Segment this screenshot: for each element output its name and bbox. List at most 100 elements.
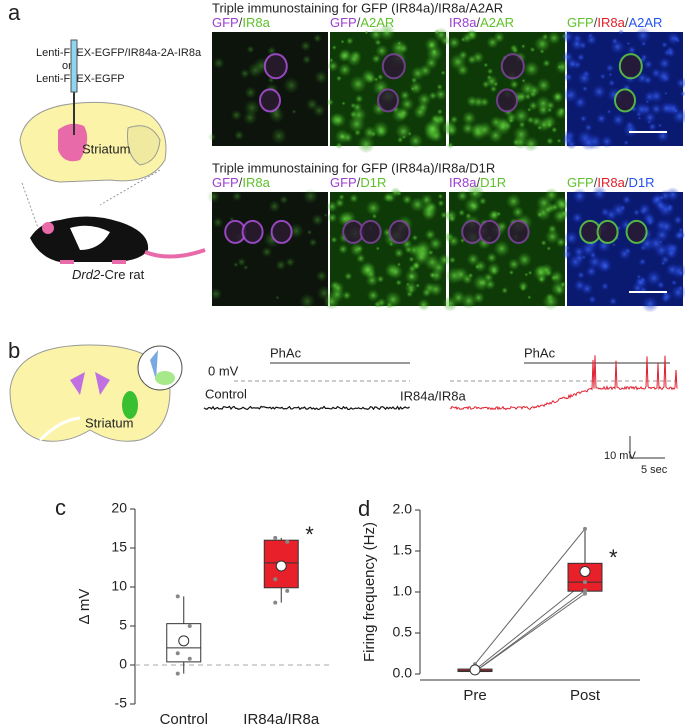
texture [461,121,475,135]
texture [305,97,319,111]
texture [645,269,663,288]
texture [369,27,383,42]
drug-label: PhAc [524,345,556,360]
cell [596,219,619,244]
texture [509,79,519,90]
texture [430,48,438,56]
texture [513,107,530,125]
texture [404,245,413,254]
texture [445,123,459,137]
texture [268,200,281,213]
texture [344,272,353,281]
texture [442,295,459,312]
texture [314,70,328,85]
panel-letter: a [8,0,21,25]
texture [358,261,376,279]
texture [607,78,616,87]
texture [393,247,405,259]
texture [591,83,607,100]
texture [542,59,551,68]
cell [496,88,518,113]
micrograph [560,26,685,151]
texture [377,73,384,81]
label-part: / [357,15,361,30]
texture [456,189,469,202]
texture [670,284,685,301]
texture [458,209,466,217]
label-part: A2AR [480,15,514,30]
texture [337,244,349,255]
texture [410,86,416,92]
texture [302,188,319,205]
texture [397,107,410,119]
label-part: GFP [212,175,239,190]
y-tick-label: 1.5 [393,542,413,558]
texture [417,298,430,311]
texture [599,206,611,218]
texture [362,125,377,140]
texture [653,198,667,212]
texture [639,276,647,284]
data-point [175,671,180,676]
rat [30,216,206,264]
texture [478,197,487,206]
texture [434,88,447,101]
texture [643,59,654,70]
texture [642,74,654,86]
texture [555,236,567,248]
texture [428,236,443,251]
zero-label: 0 mV [208,363,239,378]
texture [349,193,359,204]
control-trace [203,405,410,411]
texture [375,44,389,58]
texture [327,212,338,223]
texture [270,127,288,145]
texture [302,54,312,65]
texture [550,126,558,134]
cell [618,53,643,80]
texture [352,102,363,113]
texture [606,109,612,115]
texture [658,218,675,235]
label-part: IR8a [242,175,270,190]
texture [542,292,560,311]
texture [611,112,626,128]
cell [263,53,288,80]
texture [600,134,614,149]
cell [614,88,636,113]
texture [396,136,404,144]
texture [539,277,544,282]
texture [446,141,454,149]
data-point [583,588,587,593]
label-part: D1R [628,175,654,190]
texture [493,31,506,44]
texture [672,107,679,114]
texture [261,246,273,258]
label-part: GFP [330,15,357,30]
texture [375,246,381,251]
mean [469,664,481,676]
paired-line [474,593,586,672]
y-tick-label: 0 [119,656,127,672]
texture [485,74,499,88]
texture [537,103,550,116]
texture [579,114,588,123]
texture [571,188,588,205]
texture [409,196,426,213]
texture [323,213,328,218]
texture [338,193,345,201]
label-part: / [625,175,629,190]
label-part: / [625,15,629,30]
texture [665,47,677,59]
texture [299,293,316,310]
row-title: Triple immunostaining for GFP (IR84a)/IR… [212,160,495,175]
texture [545,137,554,145]
x-tick-label: Post [570,687,601,704]
texture [330,236,338,244]
texture [605,63,615,73]
label-part: IR8a [449,15,477,30]
mean [579,566,591,577]
texture [647,234,665,252]
texture [599,73,607,80]
